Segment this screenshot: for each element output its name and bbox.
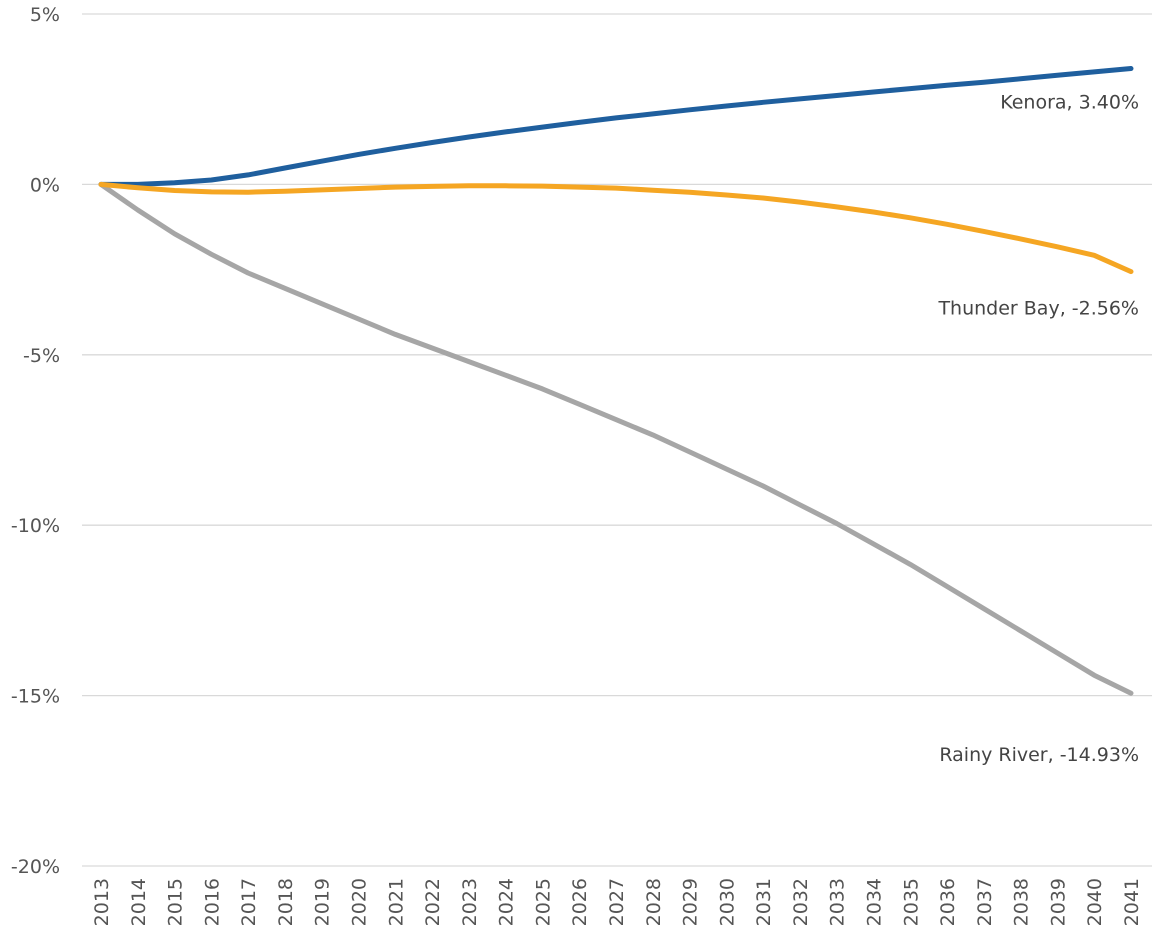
y-tick-label: 5% <box>30 4 60 26</box>
x-tick-label: 2018 <box>275 878 297 926</box>
x-tick-label: 2024 <box>496 878 518 926</box>
x-tick-label: 2032 <box>790 878 812 926</box>
x-tick-label: 2029 <box>680 878 702 926</box>
x-tick-label: 2019 <box>312 878 334 926</box>
y-tick-label: -20% <box>11 856 60 878</box>
x-tick-label: 2033 <box>827 878 849 926</box>
x-tick-label: 2026 <box>569 878 591 926</box>
series-lines <box>98 66 1134 696</box>
x-tick-label: 2023 <box>459 878 481 926</box>
x-tick-label: 2039 <box>1047 878 1069 926</box>
y-tick-label: -5% <box>23 345 60 367</box>
series-label-kenora: Kenora, 3.40% <box>1000 92 1139 114</box>
x-tick-label: 2020 <box>349 878 371 926</box>
series-line-kenora <box>98 66 1134 187</box>
x-tick-label: 2022 <box>422 878 444 926</box>
x-tick-label: 2017 <box>238 878 260 926</box>
x-tick-label: 2030 <box>716 878 738 926</box>
y-tick-label: -15% <box>11 686 60 708</box>
x-tick-label: 2031 <box>753 878 775 926</box>
series-line-rainy-river <box>98 181 1134 696</box>
series-label-rainy-river: Rainy River, -14.93% <box>939 744 1139 766</box>
y-tick-label: 0% <box>30 174 60 196</box>
x-tick-label: 2025 <box>532 878 554 926</box>
x-tick-label: 2027 <box>606 878 628 926</box>
x-axis-tick-labels: 2013 2014 2015 2016 2017 2018 2019 2020 2021 2022… <box>91 878 1143 926</box>
x-tick-label: 2040 <box>1084 878 1106 926</box>
x-tick-label: 2038 <box>1011 878 1033 926</box>
x-tick-label: 2028 <box>643 878 665 926</box>
x-tick-label: 2015 <box>165 878 187 926</box>
x-tick-label: 2021 <box>385 878 407 926</box>
x-tick-label: 2041 <box>1121 878 1143 926</box>
x-tick-label: 2037 <box>974 878 996 926</box>
x-tick-label: 2013 <box>91 878 113 926</box>
series-line-thunder-bay <box>98 181 1134 275</box>
series-label-thunder-bay: Thunder Bay, -2.56% <box>937 298 1139 320</box>
x-tick-label: 2035 <box>900 878 922 926</box>
x-tick-label: 2034 <box>864 878 886 926</box>
x-tick-label: 2016 <box>201 878 223 926</box>
gridlines <box>82 13 1152 867</box>
y-axis-tick-labels: 5% 0% -5% -10% -15% -20% <box>11 4 60 878</box>
y-tick-label: -10% <box>11 515 60 537</box>
series-labels: Kenora, 3.40% Thunder Bay, -2.56% Rainy Ri… <box>937 92 1139 767</box>
x-tick-label: 2014 <box>128 878 150 926</box>
x-tick-label: 2036 <box>937 878 959 926</box>
